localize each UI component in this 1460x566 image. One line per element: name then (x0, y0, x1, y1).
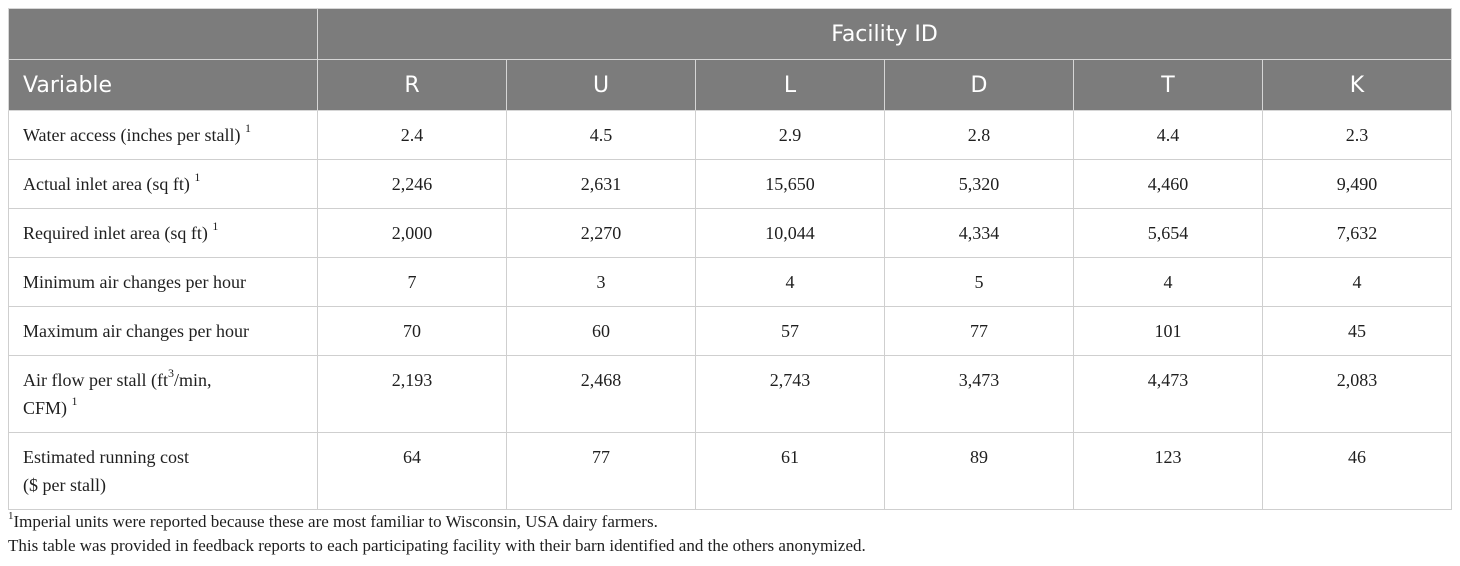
table-cell: 5,654 (1073, 208, 1263, 258)
table-cell: 7 (317, 257, 507, 307)
table-cell: 4 (1073, 257, 1263, 307)
facility-header-u: U (506, 59, 696, 111)
table-cell: 45 (1262, 306, 1452, 356)
table-header: Facility ID Variable R U L D T K (8, 8, 1452, 111)
header-empty-cell (8, 8, 318, 60)
table-cell: 2,193 (317, 355, 507, 433)
row-label-text: Required inlet area (sq ft) (23, 223, 208, 243)
table-cell: 77 (506, 432, 696, 510)
facility-header-k: K (1262, 59, 1452, 111)
footnote-1: 1Imperial units were reported because th… (8, 510, 866, 534)
facility-header-d: D (884, 59, 1074, 111)
row-label: Required inlet area (sq ft) 1 (8, 208, 318, 258)
row-label: Air flow per stall (ft3/min, CFM) 1 (8, 355, 318, 433)
table-cell: 2,270 (506, 208, 696, 258)
table-footnotes: 1Imperial units were reported because th… (8, 510, 866, 558)
table-cell: 101 (1073, 306, 1263, 356)
table-cell: 15,650 (695, 159, 885, 209)
table-cell: 2,083 (1262, 355, 1452, 433)
table-cell: 77 (884, 306, 1074, 356)
row-label: Water access (inches per stall) 1 (8, 110, 318, 160)
table-cell: 4 (1262, 257, 1452, 307)
table-cell: 4.5 (506, 110, 696, 160)
row-label-text: Water access (inches per stall) (23, 125, 241, 145)
table-cell: 123 (1073, 432, 1263, 510)
header-row-columns: Variable R U L D T K (8, 59, 1452, 111)
row-label-text: Air flow per stall (ft (23, 370, 168, 390)
row-label-text: ($ per stall) (23, 475, 106, 495)
footnote-1-text: Imperial units were reported because the… (13, 512, 658, 531)
row-label-text: Actual inlet area (sq ft) (23, 174, 190, 194)
facility-id-header: Facility ID (317, 8, 1452, 60)
footnote-marker: 1 (8, 510, 14, 523)
row-label-text: CFM) (23, 398, 68, 418)
table-cell: 64 (317, 432, 507, 510)
table-cell: 2,631 (506, 159, 696, 209)
facility-table: Facility ID Variable R U L D T K Water a… (8, 8, 1452, 510)
row-label: Maximum air changes per hour (8, 306, 318, 356)
footnote-marker: 1 (212, 219, 219, 233)
table-row: Maximum air changes per hour 70 60 57 77… (8, 306, 1452, 356)
table-cell: 2.8 (884, 110, 1074, 160)
row-label-text: Estimated running cost (23, 447, 189, 467)
table-cell: 70 (317, 306, 507, 356)
table-cell: 4.4 (1073, 110, 1263, 160)
footnote-marker: 1 (244, 121, 251, 135)
row-label-text: Maximum air changes per hour (23, 321, 249, 341)
facility-header-t: T (1073, 59, 1263, 111)
row-label: Actual inlet area (sq ft) 1 (8, 159, 318, 209)
table-cell: 2,743 (695, 355, 885, 433)
table-cell: 4 (695, 257, 885, 307)
row-label: Estimated running cost ($ per stall) (8, 432, 318, 510)
table-row: Water access (inches per stall) 1 2.4 4.… (8, 110, 1452, 160)
table-cell: 10,044 (695, 208, 885, 258)
table-cell: 5,320 (884, 159, 1074, 209)
footnote-2: This table was provided in feedback repo… (8, 536, 866, 555)
table-row: Air flow per stall (ft3/min, CFM) 1 2,193… (8, 355, 1452, 433)
table-cell: 46 (1262, 432, 1452, 510)
footnote-marker: 1 (71, 394, 78, 408)
table-cell: 9,490 (1262, 159, 1452, 209)
header-row-group: Facility ID (8, 8, 1452, 60)
superscript-exponent: 3 (167, 366, 174, 380)
table-cell: 57 (695, 306, 885, 356)
footnote-marker: 1 (194, 170, 201, 184)
table-cell: 4,473 (1073, 355, 1263, 433)
facility-header-r: R (317, 59, 507, 111)
variable-header: Variable (8, 59, 318, 111)
facility-header-l: L (695, 59, 885, 111)
table-cell: 2,468 (506, 355, 696, 433)
table-body: Water access (inches per stall) 1 2.4 4.… (8, 110, 1452, 510)
table-cell: 60 (506, 306, 696, 356)
row-label-text: /min, (173, 370, 212, 390)
table-cell: 7,632 (1262, 208, 1452, 258)
table-cell: 61 (695, 432, 885, 510)
table-cell: 2.9 (695, 110, 885, 160)
table-cell: 2.3 (1262, 110, 1452, 160)
table-cell: 3 (506, 257, 696, 307)
table-cell: 5 (884, 257, 1074, 307)
table-cell: 4,334 (884, 208, 1074, 258)
row-label-text: Minimum air changes per hour (23, 272, 246, 292)
row-label: Minimum air changes per hour (8, 257, 318, 307)
table-cell: 2,246 (317, 159, 507, 209)
table-row: Estimated running cost ($ per stall) 64 7… (8, 432, 1452, 510)
data-table-container: Facility ID Variable R U L D T K Water a… (8, 8, 1452, 510)
table-cell: 2.4 (317, 110, 507, 160)
table-row: Minimum air changes per hour 7 3 4 5 4 4 (8, 257, 1452, 307)
table-cell: 2,000 (317, 208, 507, 258)
table-row: Actual inlet area (sq ft) 1 2,246 2,631 … (8, 159, 1452, 209)
table-cell: 4,460 (1073, 159, 1263, 209)
table-row: Required inlet area (sq ft) 1 2,000 2,27… (8, 208, 1452, 258)
table-cell: 89 (884, 432, 1074, 510)
table-cell: 3,473 (884, 355, 1074, 433)
